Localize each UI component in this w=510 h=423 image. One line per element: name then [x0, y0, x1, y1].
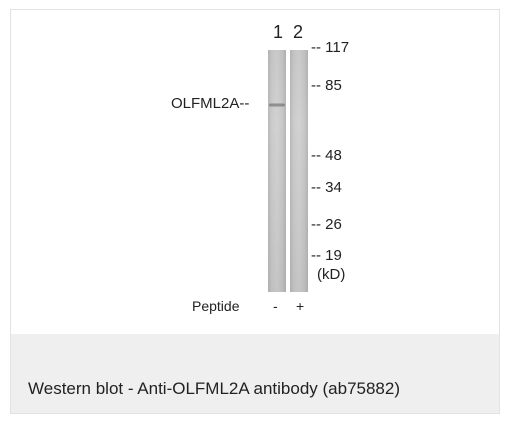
blot-lane-1: [268, 50, 286, 292]
peptide-lane-2: +: [296, 298, 305, 314]
marker-48: -- 48: [311, 147, 342, 164]
caption-area: Western blot - Anti-OLFML2A antibody (ab…: [11, 334, 499, 413]
marker-117: -- 117: [311, 39, 350, 56]
marker-34: -- 34: [311, 179, 342, 196]
olfml2a-band: [269, 103, 285, 107]
lane-number-2: 2: [293, 22, 304, 42]
unit-label: (kD): [317, 266, 346, 283]
protein-label: OLFML2A--: [171, 95, 250, 112]
figure-caption: Western blot - Anti-OLFML2A antibody (ab…: [28, 379, 400, 398]
marker-26: -- 26: [311, 216, 342, 233]
blot-lane-2: [290, 50, 308, 292]
lane-number-1: 1: [273, 22, 284, 42]
marker-85: -- 85: [311, 77, 342, 94]
marker-19: -- 19: [311, 247, 342, 264]
peptide-lane-1: -: [273, 298, 278, 314]
figure-card: 1 2 OLFML2A-- -- 117 -- 85 -- 48 -- 34 -…: [10, 9, 500, 414]
western-blot-figure: 1 2 OLFML2A-- -- 117 -- 85 -- 48 -- 34 -…: [11, 10, 499, 334]
peptide-label: Peptide: [192, 298, 240, 314]
